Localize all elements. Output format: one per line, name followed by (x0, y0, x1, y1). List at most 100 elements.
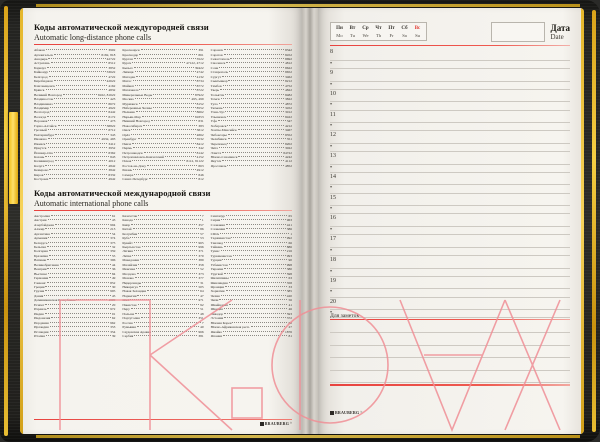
code-row-name: Грузия (34, 289, 45, 294)
date-input-box[interactable] (490, 22, 545, 42)
weekday-We[interactable]: We (362, 32, 369, 38)
half-hour-row-12[interactable]: • (330, 144, 570, 153)
half-hour-row-17[interactable]: • (330, 248, 570, 256)
half-hour-row-15[interactable]: • (330, 206, 570, 215)
code-row-value: 358 (198, 262, 204, 267)
weekday-Th[interactable]: Th (375, 32, 382, 38)
code-row-value: 8172 (108, 114, 116, 119)
half-hour-row-8[interactable]: • (330, 61, 570, 69)
code-row-name: Архангельск (34, 52, 53, 57)
code-row-name: Уругвай (210, 271, 223, 276)
code-row-value: 57 (200, 231, 204, 236)
leader-dots (76, 299, 108, 301)
half-hour-row-20[interactable]: • (330, 310, 570, 319)
half-hour-row-19[interactable]: • (330, 289, 570, 298)
hour-row-10[interactable]: 10 (330, 90, 570, 103)
leader-dots (133, 66, 194, 68)
code-row: Барнаул 3852 (34, 66, 115, 70)
half-hour-row-13[interactable]: • (330, 165, 570, 173)
code-row-name: Санкт-Петербург (122, 177, 148, 182)
note-line[interactable] (330, 333, 570, 346)
code-row-value: 4872 (284, 101, 292, 106)
right-page: Пн Вт Ср Чт Пт Сб Вс Mo Tu We Th Fr Sa Su Дата Date … (318, 8, 584, 434)
half-hour-row-16[interactable]: • (330, 227, 570, 236)
weekday-Mo[interactable]: Mo (336, 32, 343, 38)
hour-label: 17 (330, 236, 336, 243)
code-row: Вологда 8172 (34, 115, 115, 119)
code-row: Армения 374 (34, 236, 115, 240)
code-row: Великобритания 44 (34, 263, 115, 267)
day-header-divider (330, 45, 570, 47)
leader-dots (146, 164, 198, 166)
note-line[interactable] (330, 346, 570, 359)
weekday-Fr[interactable]: Fr (389, 32, 394, 38)
code-row-name: Литва (122, 253, 132, 258)
hour-row-20[interactable]: 20 (330, 298, 570, 311)
code-row-value: 8442 (108, 110, 116, 115)
left-page: Коды автоматической междугородней связи … (20, 8, 302, 434)
leader-dots (47, 259, 110, 261)
half-hour-marker: • (330, 123, 333, 130)
hour-row-8[interactable]: 8 (330, 48, 570, 61)
note-line[interactable] (330, 358, 570, 371)
half-hour-row-9[interactable]: • (330, 82, 570, 90)
code-row-value: 4012 (108, 159, 116, 164)
code-row-name: Владимир (34, 105, 50, 110)
hour-label: 13 (330, 153, 336, 160)
hour-row-11[interactable]: 11 (330, 111, 570, 124)
notes-lines[interactable] (330, 320, 570, 384)
leader-dots (46, 66, 108, 68)
weekday-selector[interactable]: Пн Вт Ср Чт Пт Сб Вс Mo Tu We Th Fr Sa Su (330, 22, 427, 41)
code-row: Финляндия 358 (211, 281, 292, 285)
half-hour-row-11[interactable]: • (330, 123, 570, 132)
code-row: Венгрия 36 (34, 267, 115, 271)
code-row-value: 39 (111, 334, 116, 339)
hour-row-9[interactable]: 9 (330, 69, 570, 82)
code-row-value: 8712 (108, 128, 116, 133)
hour-row-19[interactable]: 19 (330, 277, 570, 290)
code-row-value: 8662 (196, 110, 204, 115)
leader-dots (49, 71, 106, 73)
code-row-value: 377 (198, 276, 204, 281)
code-row-name: Екатеринбург (34, 132, 55, 137)
code-row-name: Чита (210, 146, 218, 151)
weekday-Ср[interactable]: Ср (362, 25, 369, 31)
code-row-value: 8332 (108, 172, 116, 177)
leader-dots (136, 272, 198, 274)
hour-row-16[interactable]: 16 (330, 214, 570, 228)
right-page-gilt (581, 8, 584, 434)
weekday-Su[interactable]: Su (415, 32, 420, 38)
half-hour-row-10[interactable]: • (330, 102, 570, 111)
hour-row-18[interactable]: 18 (330, 256, 570, 269)
code-row-value: 41 (288, 302, 292, 307)
hour-row-17[interactable]: 17 (330, 235, 570, 248)
code-row: Монако 377 (122, 276, 203, 280)
weekday-Пт[interactable]: Пт (388, 25, 395, 31)
note-line[interactable] (330, 371, 570, 384)
hour-row-12[interactable]: 12 (330, 131, 570, 144)
hour-label: 15 (330, 194, 336, 201)
code-row-name: Бельгия (34, 244, 46, 249)
code-row-value: 66 (288, 240, 292, 245)
weekday-Tu[interactable]: Tu (350, 32, 355, 38)
code-row-value: 52 (200, 267, 204, 272)
weekday-Вс[interactable]: Вс (414, 25, 421, 31)
weekday-Чт[interactable]: Чт (375, 25, 382, 31)
code-row: Владикавказ 8672 (34, 102, 115, 106)
code-row-value: 213 (110, 227, 116, 232)
half-hour-row-18[interactable]: • (330, 269, 570, 277)
bookmark-ribbon[interactable] (9, 112, 18, 204)
hour-row-14[interactable]: 14 (330, 173, 570, 186)
note-line[interactable] (330, 320, 570, 334)
weekday-Вт[interactable]: Вт (349, 25, 356, 31)
weekday-Sa[interactable]: Sa (402, 32, 407, 38)
hour-row-13[interactable]: 13 (330, 152, 570, 165)
code-column: Абакан 3902 Архангельск 8182, 818 Анадырь 427… (34, 48, 115, 182)
weekday-Пн[interactable]: Пн (336, 25, 343, 31)
weekday-Сб[interactable]: Сб (401, 25, 408, 31)
code-row-value: 42722 (106, 57, 116, 61)
code-row-value: 965 (198, 240, 204, 245)
half-hour-row-14[interactable]: • (330, 185, 570, 194)
hour-row-15[interactable]: 15 (330, 194, 570, 207)
leader-dots (49, 277, 111, 279)
